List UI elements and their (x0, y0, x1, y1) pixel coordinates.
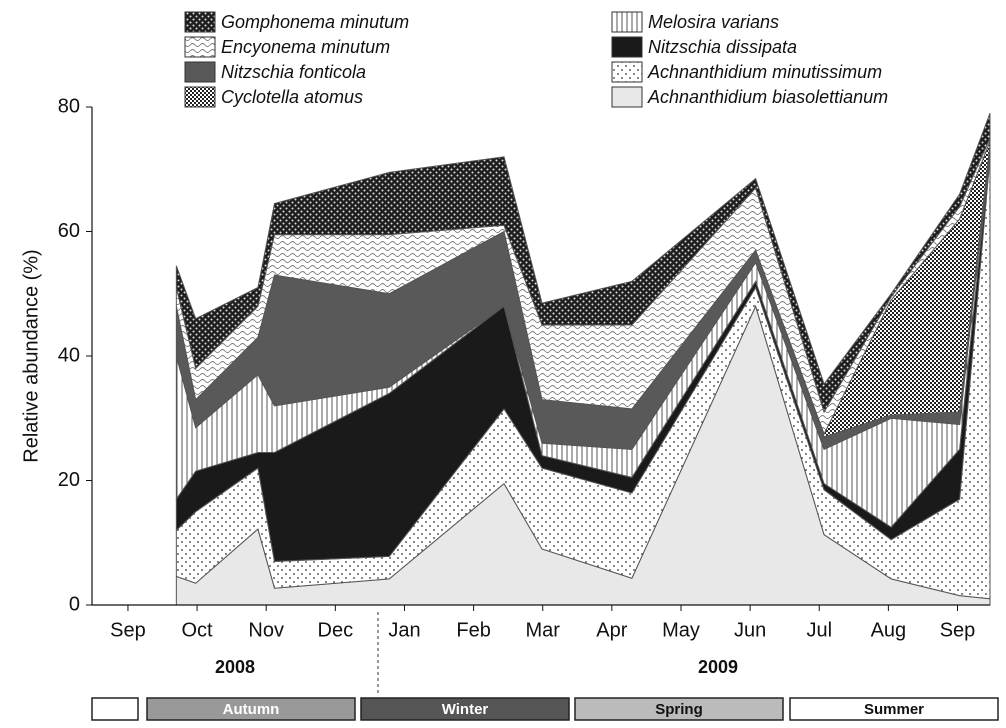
x-tick-label: Oct (182, 619, 214, 641)
legend-label: Achnanthidium biasolettianum (647, 87, 888, 107)
y-tick-label: 0 (69, 593, 80, 615)
season-label: Autumn (223, 701, 280, 718)
area (175, 113, 991, 414)
legend-label: Nitzschia dissipata (648, 37, 797, 57)
legend-swatch (184, 86, 216, 108)
season-box (360, 697, 570, 721)
x-tick-label: Jul (806, 619, 832, 641)
legend-swatch (184, 36, 216, 58)
y-tick-label: 80 (58, 95, 80, 117)
legend-swatch (611, 11, 643, 33)
legend-swatch (611, 61, 643, 83)
legend-label: Cyclotella atomus (221, 87, 363, 107)
season-label: Winter (442, 701, 489, 718)
season-box (574, 697, 784, 721)
x-tick-label: Aug (871, 619, 907, 641)
x-tick-label: Sep (110, 619, 146, 641)
x-tick-label: Feb (456, 619, 490, 641)
legend-label: Nitzschia fonticola (221, 62, 366, 82)
year-label: 2008 (215, 657, 255, 677)
x-tick-label: Jan (388, 619, 420, 641)
y-tick-label: 20 (58, 469, 80, 491)
season-label: Spring (655, 701, 703, 718)
season-box (146, 697, 356, 721)
legend-label: Gomphonema minutum (221, 12, 409, 32)
season-label: Summer (864, 701, 924, 718)
x-tick-label: Mar (526, 619, 561, 641)
x-tick-label: Dec (318, 619, 354, 641)
x-tick-label: Apr (596, 619, 627, 641)
legend-label: Melosira varians (648, 12, 779, 32)
y-tick-label: 40 (58, 344, 80, 366)
x-tick-label: Sep (940, 619, 976, 641)
legend-label: Encyonema minutum (221, 37, 390, 57)
y-tick-label: 60 (58, 220, 80, 242)
x-tick-label: May (662, 619, 700, 641)
legend-swatch (184, 11, 216, 33)
legend-swatch (184, 61, 216, 83)
legend-label: Achnanthidium minutissimum (647, 62, 882, 82)
season-box (91, 697, 139, 721)
y-axis-label: Relative abundance (%) (20, 249, 42, 462)
x-tick-label: Jun (734, 619, 766, 641)
legend-swatch (611, 86, 643, 108)
x-tick-label: Nov (248, 619, 284, 641)
legend-swatch (611, 36, 643, 58)
season-box (789, 697, 999, 721)
year-label: 2009 (698, 657, 738, 677)
